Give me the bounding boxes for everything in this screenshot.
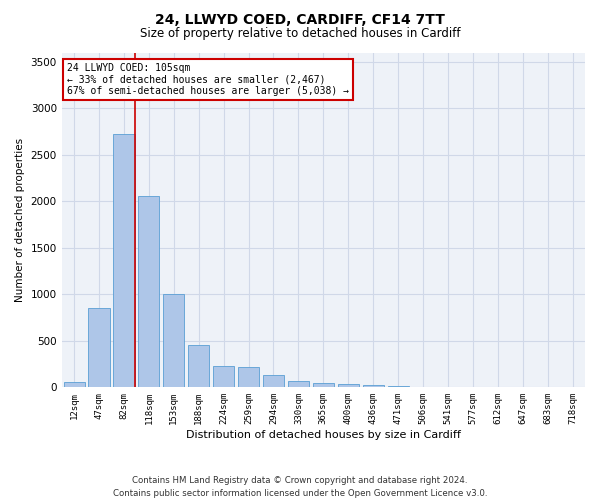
Bar	[188, 344, 209, 388]
Bar	[288, 382, 309, 388]
Bar	[64, 382, 85, 388]
Bar	[113, 134, 134, 388]
Text: 24, LLWYD COED, CARDIFF, CF14 7TT: 24, LLWYD COED, CARDIFF, CF14 7TT	[155, 12, 445, 26]
Y-axis label: Number of detached properties: Number of detached properties	[15, 138, 25, 302]
X-axis label: Distribution of detached houses by size in Cardiff: Distribution of detached houses by size …	[186, 430, 461, 440]
Text: Contains HM Land Registry data © Crown copyright and database right 2024.
Contai: Contains HM Land Registry data © Crown c…	[113, 476, 487, 498]
Bar	[362, 385, 384, 388]
Text: Size of property relative to detached houses in Cardiff: Size of property relative to detached ho…	[140, 28, 460, 40]
Bar	[338, 384, 359, 388]
Bar	[238, 367, 259, 388]
Bar	[313, 382, 334, 388]
Bar	[138, 196, 160, 388]
Bar	[263, 375, 284, 388]
Bar	[388, 386, 409, 388]
Text: 24 LLWYD COED: 105sqm
← 33% of detached houses are smaller (2,467)
67% of semi-d: 24 LLWYD COED: 105sqm ← 33% of detached …	[67, 62, 349, 96]
Bar	[163, 294, 184, 388]
Bar	[213, 366, 234, 388]
Bar	[88, 308, 110, 388]
